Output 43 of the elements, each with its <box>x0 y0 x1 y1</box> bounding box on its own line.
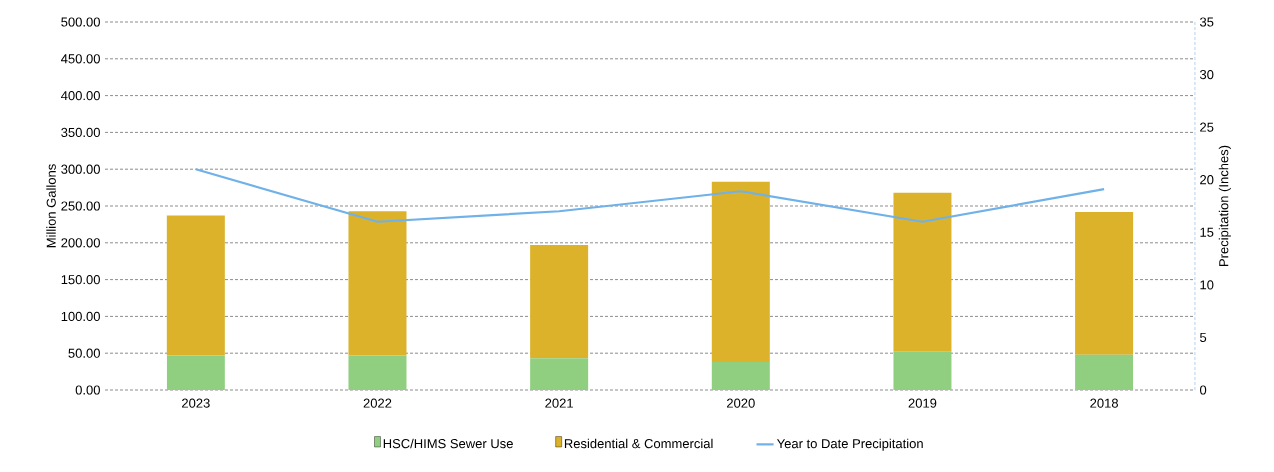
y2-axis-title: Precipitation (Inches) <box>1218 145 1231 266</box>
bar <box>530 245 589 359</box>
y-tick-label: 500.00 <box>61 17 100 27</box>
y2-tick-label: 10 <box>1200 280 1214 290</box>
y2-tick-label: 35 <box>1199 17 1214 27</box>
x-tick-label: 2023 <box>182 398 210 408</box>
bar <box>166 355 225 390</box>
y-axis-title: Million Gallons <box>46 164 56 248</box>
y-tick-label: 350.00 <box>61 127 100 137</box>
x-tick-label: 2022 <box>363 398 392 408</box>
y2-tick-label: 15 <box>1200 227 1214 237</box>
bar <box>1075 354 1134 390</box>
y-tick-label: 300.00 <box>61 164 100 174</box>
y2-tick-label: 20 <box>1200 175 1214 185</box>
bar <box>893 192 952 352</box>
line-series <box>194 168 1106 223</box>
y-tick-label: 250.00 <box>61 201 100 211</box>
y-tick-label: 400.00 <box>61 91 100 101</box>
bar <box>1075 211 1134 355</box>
bar <box>893 351 952 390</box>
y-tick-label: 450.00 <box>61 54 100 64</box>
y2-tick-label: 30 <box>1199 69 1214 80</box>
y-tick-label: 200.00 <box>61 238 100 248</box>
y2-tick-label: 5 <box>1200 332 1207 342</box>
x-tick-label: 2021 <box>545 398 573 408</box>
y-tick-label: 150.00 <box>61 275 100 285</box>
bar <box>348 211 407 356</box>
y2-tick-label: 0 <box>1199 385 1207 395</box>
legend-label: Year to Date Precipitation <box>776 438 923 451</box>
bar <box>711 362 770 390</box>
y-tick-label: 100.00 <box>61 311 100 321</box>
x-tick-label: 2019 <box>908 398 937 408</box>
y-tick-label: 0.00 <box>75 385 100 395</box>
bar <box>711 181 770 363</box>
bar <box>530 358 589 390</box>
y2-tick-label: 25 <box>1200 122 1214 132</box>
legend-label: Residential & Commercial <box>564 438 713 449</box>
legend-label: HSC/HIMS Sewer Use <box>383 438 513 449</box>
x-tick-label: 2020 <box>727 398 755 408</box>
x-tick-label: 2018 <box>1090 398 1119 408</box>
y-tick-label: 50.00 <box>68 348 100 358</box>
bar <box>348 355 407 390</box>
bar <box>166 215 225 356</box>
